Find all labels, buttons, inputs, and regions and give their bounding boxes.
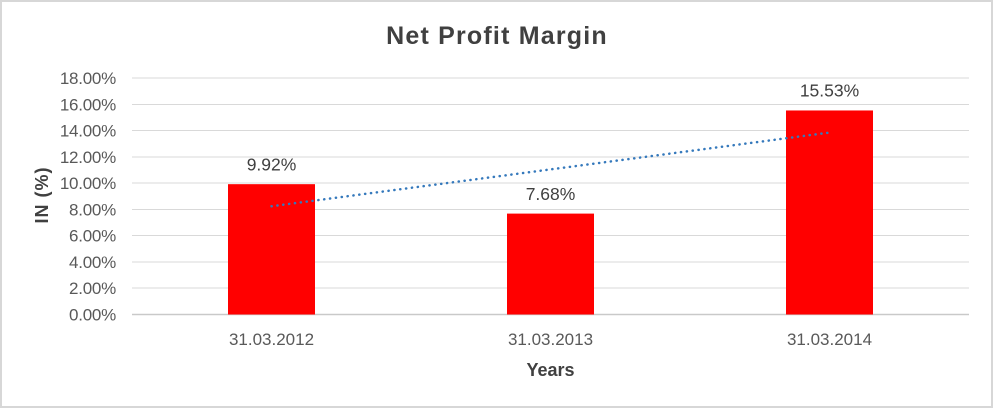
svg-text:16.00%: 16.00% [60, 95, 116, 114]
svg-text:Years: Years [526, 360, 574, 380]
svg-text:2.00%: 2.00% [69, 279, 116, 298]
svg-text:0.00%: 0.00% [69, 306, 116, 325]
svg-text:Net Profit Margin: Net Profit Margin [386, 22, 608, 50]
svg-text:9.92%: 9.92% [247, 155, 297, 175]
svg-text:IN (%): IN (%) [32, 167, 52, 224]
svg-text:18.00%: 18.00% [60, 69, 116, 88]
svg-text:31.03.2013: 31.03.2013 [508, 330, 593, 349]
svg-text:31.03.2012: 31.03.2012 [229, 330, 314, 349]
svg-text:14.00%: 14.00% [60, 122, 116, 141]
svg-text:4.00%: 4.00% [69, 253, 116, 272]
svg-text:8.00%: 8.00% [69, 200, 116, 219]
svg-text:6.00%: 6.00% [69, 227, 116, 246]
svg-text:7.68%: 7.68% [526, 184, 576, 204]
svg-text:31.03.2014: 31.03.2014 [787, 330, 872, 349]
svg-text:15.53%: 15.53% [800, 80, 859, 100]
svg-text:10.00%: 10.00% [60, 174, 116, 193]
svg-text:12.00%: 12.00% [60, 148, 116, 167]
